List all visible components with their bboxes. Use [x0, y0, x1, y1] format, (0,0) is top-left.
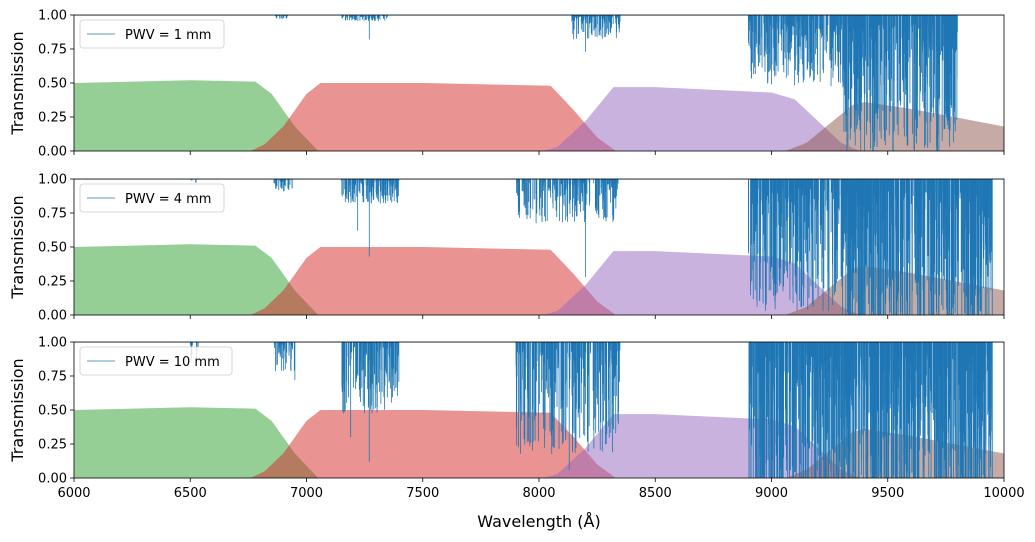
filter-band-1: [74, 80, 319, 151]
x-tick-label: 6000: [57, 486, 90, 501]
panel-3: 0.00 0.25 0.50 0.75 1.00 6000 6500 7000 7500 8000…: [8, 336, 1025, 502]
panel-1: 0.00 0.25 0.50 0.75 1.00 Transmission PWV = 1 …: [8, 9, 1005, 160]
x-tick-label: 8000: [522, 486, 555, 501]
y-tick-label: 0.25: [38, 438, 67, 453]
legend: PWV = 10 mm: [79, 346, 233, 376]
x-tick-label: 10000: [983, 486, 1024, 501]
legend: PWV = 1 mm: [79, 19, 225, 49]
x-tick-label: 7000: [290, 486, 323, 501]
y-axis-label: Transmission: [8, 358, 27, 462]
y-tick-label: 0.25: [38, 275, 67, 290]
y-tick-label: 0.75: [38, 207, 67, 222]
y-tick-label: 0.25: [38, 111, 67, 126]
panel-2: 0.00 0.25 0.50 0.75 1.00 Transmission PWV = 4 …: [8, 173, 1005, 324]
y-tick-label: 1.00: [38, 336, 67, 351]
filter-band-1: [74, 244, 319, 315]
x-tick-label: 9000: [755, 486, 788, 501]
telluric-series: [74, 342, 1004, 478]
filter-band-2: [250, 247, 616, 315]
y-tick-label: 0.50: [38, 241, 67, 256]
y-tick-label: 0.00: [38, 145, 67, 160]
x-tick-label: 9500: [871, 486, 904, 501]
plot-area: [74, 15, 1004, 151]
x-axis-label: Wavelength (Å): [477, 512, 600, 531]
filter-band-2: [250, 83, 616, 151]
legend-label: PWV = 1 mm: [125, 28, 211, 43]
x-tick-label: 6500: [174, 486, 207, 501]
legend-label: PWV = 4 mm: [125, 192, 211, 207]
legend-box: [79, 19, 225, 49]
legend-box: [79, 183, 225, 213]
y-tick-label: 0.75: [38, 43, 67, 58]
legend-box: [79, 346, 233, 376]
y-axis-label: Transmission: [8, 31, 27, 135]
legend-label: PWV = 10 mm: [125, 355, 220, 370]
y-tick-label: 0.00: [38, 309, 67, 324]
telluric-series: [74, 15, 1004, 151]
y-tick-label: 0.50: [38, 404, 67, 419]
y-tick-label: 0.50: [38, 77, 67, 92]
plot-area: [74, 342, 1004, 478]
x-tick-label: 7500: [406, 486, 439, 501]
filter-band-3: [543, 87, 860, 151]
y-tick-label: 1.00: [38, 173, 67, 188]
x-tick-label: 8500: [639, 486, 672, 501]
plot-area: [74, 179, 1004, 315]
filter-band-1: [74, 407, 319, 478]
y-axis-label: Transmission: [8, 195, 27, 299]
legend: PWV = 4 mm: [79, 183, 225, 213]
filter-band-2: [250, 410, 616, 478]
y-tick-label: 0.75: [38, 370, 67, 385]
y-tick-label: 0.00: [38, 472, 67, 487]
chart-panels: 0.00 0.25 0.50 0.75 1.00 Transmission PWV = 1 …: [8, 9, 1025, 502]
telluric-series: [74, 179, 1004, 315]
y-tick-label: 1.00: [38, 9, 67, 24]
